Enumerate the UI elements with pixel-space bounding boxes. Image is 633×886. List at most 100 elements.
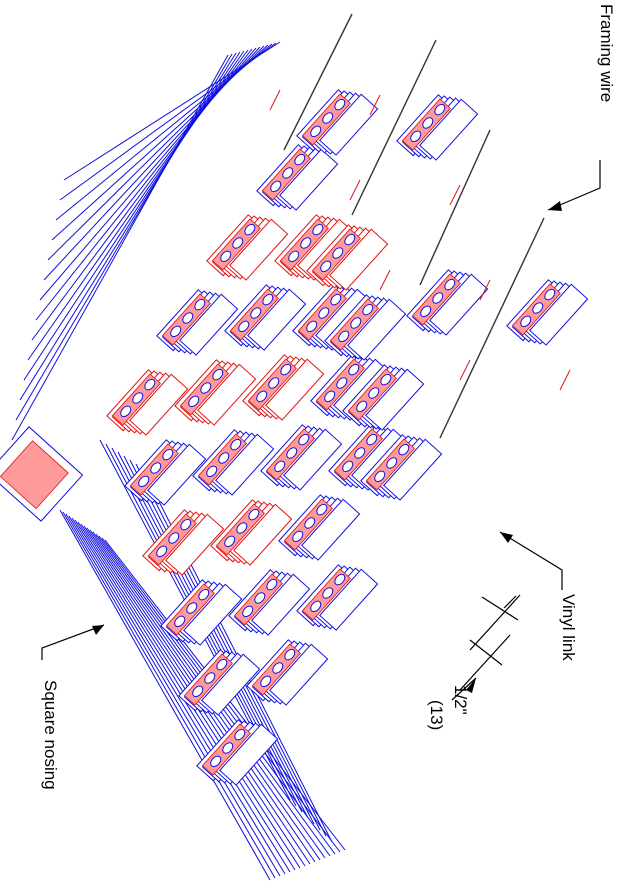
- link-hole: [316, 503, 328, 516]
- link-hole: [280, 363, 292, 376]
- link-hole: [520, 315, 532, 328]
- link-module: [396, 94, 479, 161]
- nosing-rail-inner: [129, 459, 321, 831]
- link-hole: [192, 685, 204, 698]
- link-hole: [232, 237, 244, 249]
- link-hole: [236, 522, 248, 534]
- link-module: [260, 424, 343, 491]
- nosing-rail-lower: [62, 511, 276, 879]
- link-slat: [179, 293, 239, 356]
- link-hole: [544, 288, 556, 301]
- link-hole: [156, 545, 168, 558]
- link-hole: [332, 247, 344, 259]
- link-hole: [188, 395, 200, 408]
- link-hole: [342, 460, 354, 473]
- link-module: [506, 279, 589, 346]
- link-hole: [272, 662, 284, 674]
- link-slat: [219, 723, 279, 786]
- nosing-end-profile: [0, 426, 84, 522]
- link-hole: [138, 475, 150, 488]
- nosing-rail-lower: [59, 509, 271, 881]
- link-hole: [238, 320, 250, 333]
- link-hole: [368, 387, 380, 399]
- link-hole: [218, 452, 230, 464]
- link-hole: [292, 530, 304, 543]
- link-module-highlighted: [174, 359, 257, 426]
- link-hole: [182, 312, 194, 324]
- nosing-rail-upper: [11, 54, 229, 441]
- link-hole: [288, 250, 300, 263]
- link-red-marker: [559, 369, 571, 391]
- link-hole: [200, 382, 212, 394]
- link-hole: [398, 443, 410, 456]
- link-hole: [380, 373, 392, 386]
- nosing-rail-inner: [123, 455, 315, 825]
- link-hole: [420, 305, 432, 318]
- link-hole: [444, 278, 456, 291]
- link-slat: [165, 513, 225, 576]
- link-slat: [383, 438, 443, 501]
- link-slat: [129, 373, 189, 436]
- link-slat: [279, 148, 339, 211]
- link-slat: [147, 443, 207, 506]
- link-slat: [329, 228, 389, 291]
- link-module: [228, 569, 311, 636]
- link-slat: [183, 583, 243, 646]
- link-slat: [215, 433, 275, 496]
- nosing-rail-upper: [55, 43, 273, 221]
- link-slat: [201, 653, 261, 716]
- link-module-highlighted: [306, 224, 389, 291]
- link-hole: [306, 320, 318, 333]
- link-hole: [322, 112, 334, 124]
- link-module: [324, 294, 407, 361]
- nosing-rail-upper: [51, 44, 269, 241]
- nosing-rail-inner: [117, 451, 309, 819]
- link-hole: [298, 433, 310, 446]
- link-hole: [256, 390, 268, 403]
- link-hole: [204, 672, 216, 684]
- link-hole: [268, 377, 280, 389]
- link-red-marker: [369, 94, 381, 116]
- link-slat: [319, 93, 379, 156]
- link-mat-modules: [106, 144, 443, 786]
- square-nosing-label: Square nosing: [41, 680, 60, 790]
- link-red-marker: [379, 269, 391, 291]
- link-module: [256, 144, 339, 211]
- dimension-imperial-label: 1/2": [451, 685, 470, 715]
- link-hole: [348, 363, 360, 376]
- link-hole: [210, 755, 222, 768]
- link-slat: [529, 283, 589, 346]
- link-hole: [254, 592, 266, 604]
- link-module: [156, 289, 239, 356]
- link-slat: [301, 498, 361, 561]
- link-module: [178, 649, 261, 716]
- link-hole: [174, 615, 186, 628]
- link-hole: [132, 392, 144, 404]
- link-hole: [162, 448, 174, 461]
- link-hole: [386, 457, 398, 469]
- link-hole: [422, 117, 434, 129]
- link-hole: [324, 390, 336, 403]
- link-hole: [222, 742, 234, 754]
- link-module: [224, 284, 307, 351]
- link-module: [296, 89, 379, 156]
- link-hole: [212, 368, 224, 381]
- dimension-metric-label: (13): [427, 700, 446, 731]
- vinyl-link-leader: [499, 531, 563, 590]
- link-hole: [224, 535, 236, 548]
- nosing-rail-lower: [68, 515, 286, 875]
- link-module: [360, 434, 443, 501]
- link-red-marker: [269, 89, 281, 111]
- link-module: [406, 269, 489, 336]
- link-module-highlighted: [210, 499, 293, 566]
- link-slat: [251, 573, 311, 636]
- link-hole: [186, 602, 198, 614]
- link-hole: [216, 658, 228, 671]
- link-slat: [229, 218, 289, 281]
- link-hole: [310, 125, 322, 138]
- link-hole: [294, 153, 306, 166]
- link-hole: [262, 293, 274, 306]
- link-hole: [354, 447, 366, 459]
- link-hole: [366, 433, 378, 446]
- link-module: [124, 439, 207, 506]
